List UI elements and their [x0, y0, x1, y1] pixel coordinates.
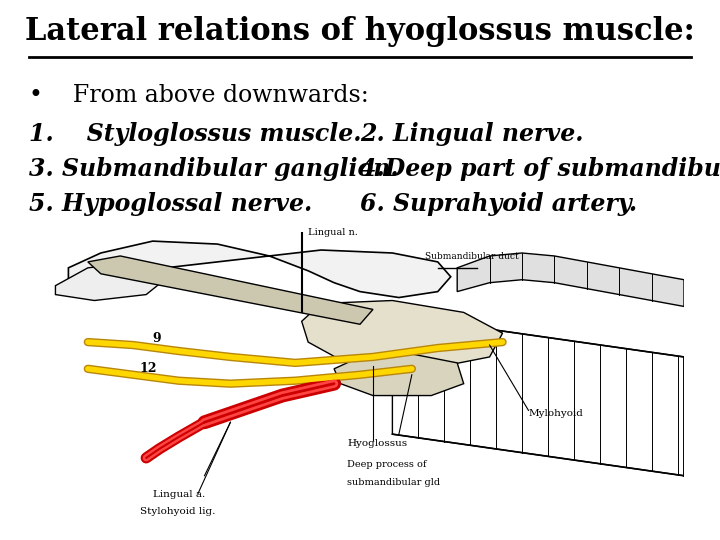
Text: Lingual n.: Lingual n. [308, 228, 358, 237]
Text: Lingual a.: Lingual a. [153, 490, 205, 498]
Text: Stylohyoid lig.: Stylohyoid lig. [140, 508, 215, 516]
Text: 5. Hypoglossal nerve.: 5. Hypoglossal nerve. [29, 192, 312, 215]
Polygon shape [302, 300, 503, 366]
Text: Mylohyoid: Mylohyoid [528, 409, 583, 418]
Text: submandibular gld: submandibular gld [347, 478, 440, 487]
Polygon shape [392, 315, 684, 476]
Text: 1.    Styloglossus muscle.: 1. Styloglossus muscle. [29, 122, 361, 145]
Text: Submandibular duct: Submandibular duct [425, 252, 518, 261]
Text: 2. Lingual nerve.: 2. Lingual nerve. [360, 122, 583, 145]
Text: 3. Submandibular ganglion.: 3. Submandibular ganglion. [29, 157, 398, 180]
Text: Lateral relations of hyoglossus muscle:: Lateral relations of hyoglossus muscle: [25, 16, 695, 47]
Polygon shape [68, 241, 451, 298]
Text: •    From above downwards:: • From above downwards: [29, 84, 369, 107]
Polygon shape [88, 256, 373, 324]
Text: 6. Suprahyoid artery.: 6. Suprahyoid artery. [360, 192, 637, 215]
Polygon shape [334, 354, 464, 395]
Text: 9: 9 [153, 332, 161, 345]
Text: Hyoglossus: Hyoglossus [347, 439, 408, 448]
Polygon shape [457, 253, 684, 306]
Text: 4.Deep part of submandibular gland.: 4.Deep part of submandibular gland. [360, 157, 720, 180]
Polygon shape [55, 262, 172, 300]
Text: Deep process of: Deep process of [347, 460, 426, 469]
Text: 12: 12 [140, 362, 157, 375]
